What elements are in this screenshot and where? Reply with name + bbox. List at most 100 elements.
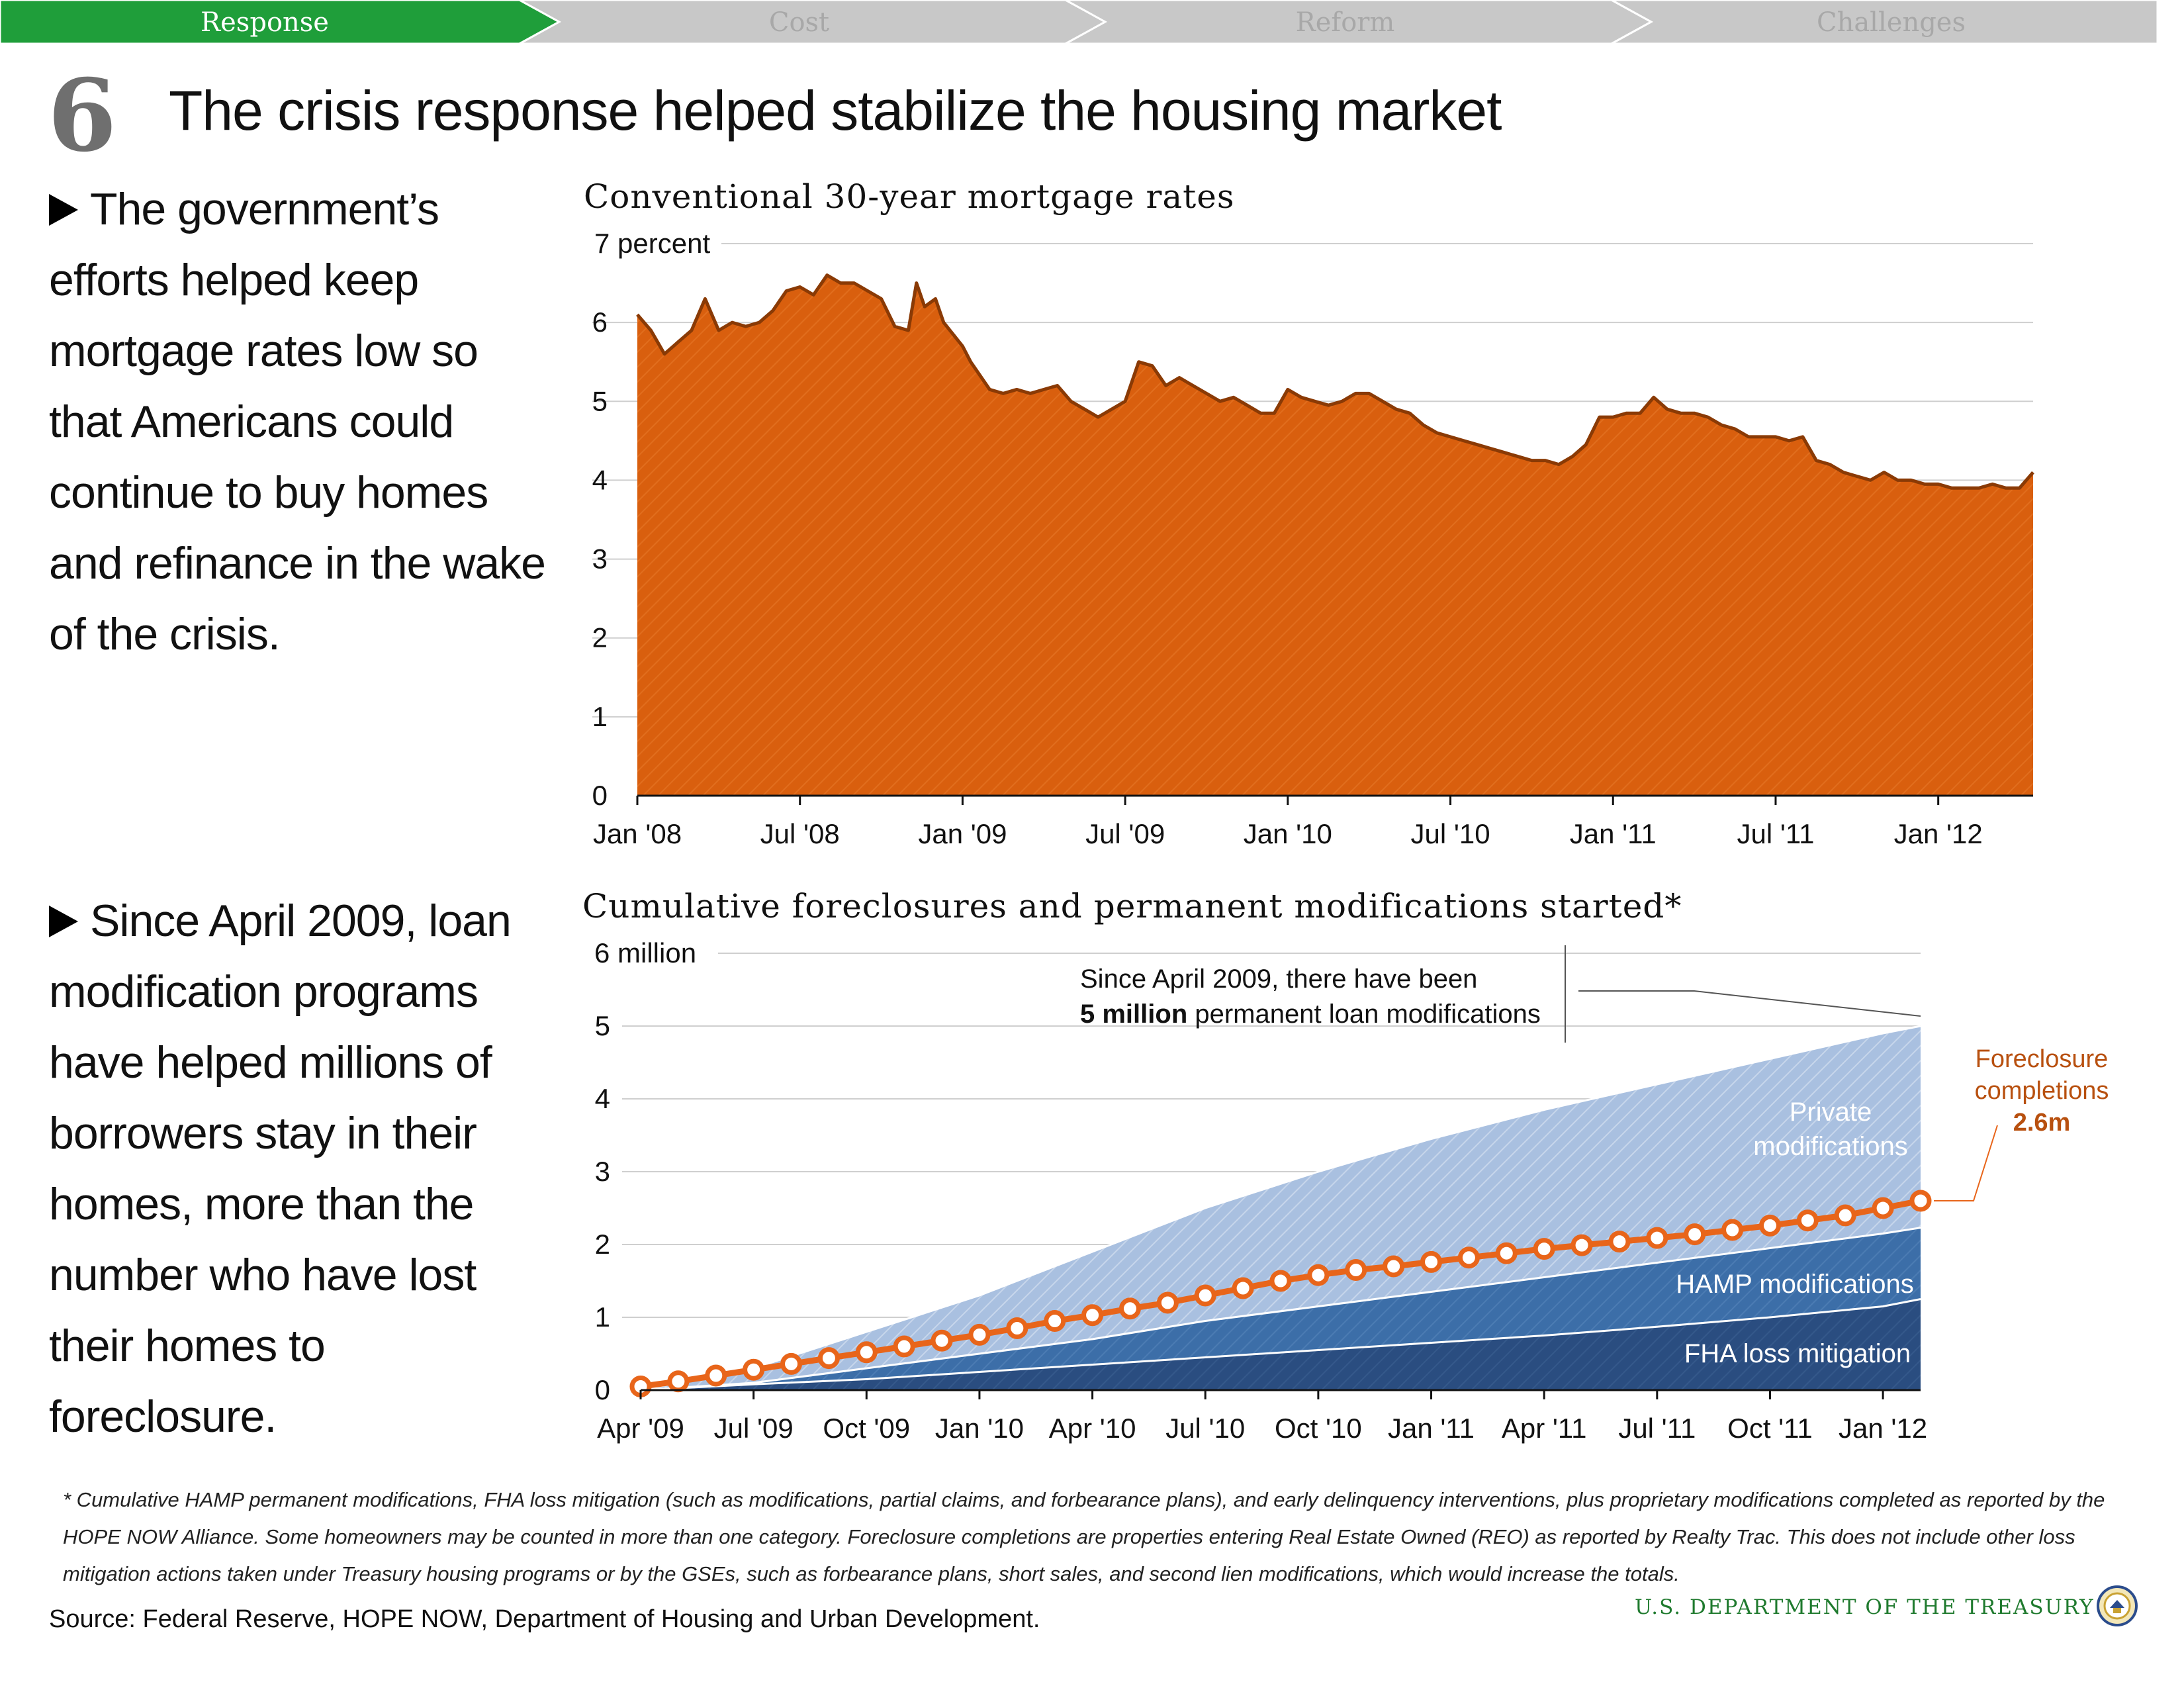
y-tick-label: 6 bbox=[592, 306, 608, 338]
foreclosure-point bbox=[893, 1335, 915, 1358]
foreclosure-leader-line bbox=[1934, 1125, 1998, 1201]
x-tick-label: Jan '11 bbox=[1570, 818, 1657, 849]
x-tick-label: Oct '11 bbox=[1727, 1413, 1813, 1444]
bullet-loan-modifications: Since April 2009, loan modification prog… bbox=[49, 886, 552, 1452]
foreclosure-point bbox=[705, 1364, 727, 1387]
hamp-modifications-area-edge bbox=[640, 1227, 1921, 1391]
foreclosure-point bbox=[1156, 1291, 1179, 1314]
y-tick-label: 3 bbox=[595, 1156, 610, 1187]
page-title: The crisis response helped stabilize the… bbox=[169, 79, 1502, 142]
foreclosure-point bbox=[1345, 1259, 1367, 1281]
callout-rest: permanent loan modifications bbox=[1187, 1000, 1541, 1029]
mortgage-chart-title: Conventional 30-year mortgage rates bbox=[584, 177, 1235, 216]
foreclosure-point bbox=[1721, 1219, 1744, 1241]
foreclosure-point bbox=[855, 1341, 878, 1364]
foreclosure-point bbox=[1081, 1304, 1104, 1327]
x-tick-label: Apr '09 bbox=[597, 1413, 684, 1444]
bullet-text-1: The government’s efforts helped keep mor… bbox=[49, 184, 546, 659]
foreclosure-label: completions bbox=[1975, 1077, 2109, 1105]
x-tick-label: Oct '09 bbox=[823, 1413, 910, 1444]
treasury-wordmark: U.S. DEPARTMENT OF THE TREASURY bbox=[1635, 1595, 2095, 1619]
mortgage-rate-line bbox=[636, 273, 2034, 490]
nav-tab-label: Response bbox=[201, 7, 329, 38]
y-tick-label: 1 bbox=[592, 701, 608, 732]
bullet-triangle-icon bbox=[49, 194, 78, 226]
foreclosure-point bbox=[1420, 1250, 1443, 1273]
bullet-mortgage-rates: The government’s efforts helped keep mor… bbox=[49, 174, 552, 670]
foreclosure-point bbox=[1834, 1204, 1856, 1227]
foreclosure-point bbox=[1570, 1234, 1593, 1256]
y-tick-label: 3 bbox=[592, 543, 608, 575]
y-tick-label: 6 million bbox=[594, 937, 696, 968]
x-tick-label: Oct '10 bbox=[1275, 1413, 1362, 1444]
x-tick-label: Jul '11 bbox=[1618, 1413, 1696, 1444]
foreclosure-point bbox=[780, 1352, 803, 1375]
y-tick-label: 5 bbox=[592, 385, 608, 416]
x-tick-label: Jul '08 bbox=[760, 818, 840, 849]
bullet-text-2: Since April 2009, loan modification prog… bbox=[49, 896, 512, 1442]
nav-tab-label: Reform bbox=[1296, 7, 1395, 38]
private-modifications-label: Private bbox=[1790, 1098, 1872, 1127]
x-tick-label: Jul '10 bbox=[1165, 1413, 1245, 1444]
foreclosure-point bbox=[1684, 1223, 1706, 1246]
x-tick-label: Apr '11 bbox=[1502, 1413, 1587, 1444]
y-tick-label: 1 bbox=[595, 1301, 610, 1333]
foreclosure-point bbox=[1232, 1277, 1254, 1299]
treasury-seal-icon bbox=[2097, 1585, 2138, 1626]
y-tick-label: 4 bbox=[592, 464, 608, 495]
foreclosure-point bbox=[1608, 1231, 1631, 1253]
foreclosure-point bbox=[1796, 1209, 1819, 1232]
y-tick-label: 4 bbox=[595, 1083, 610, 1114]
fha-loss-mitigation-label: FHA loss mitigation bbox=[1684, 1339, 1911, 1368]
hamp-modifications-area bbox=[641, 1227, 1921, 1390]
foreclosure-point bbox=[1269, 1270, 1292, 1292]
x-tick-label: Apr '10 bbox=[1049, 1413, 1136, 1444]
foreclosure-point bbox=[1758, 1214, 1781, 1237]
x-tick-label: Jan '10 bbox=[1244, 818, 1332, 849]
foreclosure-point bbox=[667, 1370, 690, 1393]
x-tick-label: Jan '12 bbox=[1839, 1413, 1927, 1444]
callout-bold: 5 million bbox=[1080, 1000, 1187, 1029]
foreclosure-point bbox=[1383, 1255, 1405, 1278]
slide-number: 6 bbox=[48, 58, 117, 174]
y-tick-label: 2 bbox=[595, 1229, 610, 1260]
foreclosure-point bbox=[1006, 1317, 1028, 1339]
mortgage-rate-area bbox=[637, 275, 2033, 796]
section-nav: Response Cost Reform Challenges bbox=[0, 0, 2159, 45]
foreclosure-chart-title: Cumulative foreclosures and permanent mo… bbox=[582, 887, 1682, 925]
y-tick-label: 0 bbox=[595, 1374, 610, 1405]
x-tick-label: Jan '11 bbox=[1388, 1413, 1475, 1444]
nav-tab-challenges bbox=[1611, 0, 2159, 45]
foreclosure-point bbox=[1118, 1297, 1141, 1320]
foreclosure-point bbox=[968, 1323, 991, 1346]
nav-tab-label: Challenges bbox=[1817, 7, 1966, 38]
fha-loss-mitigation-area-edge bbox=[640, 1298, 1921, 1391]
private-modifications-area bbox=[641, 1026, 1921, 1390]
y-tick-label: 0 bbox=[592, 780, 608, 811]
foreclosure-point bbox=[817, 1347, 840, 1370]
x-tick-label: Jul '09 bbox=[714, 1413, 794, 1444]
foreclosure-point bbox=[1044, 1310, 1066, 1332]
foreclosure-point bbox=[1457, 1246, 1480, 1269]
foreclosure-point bbox=[1872, 1197, 1894, 1219]
foreclosure-point bbox=[1646, 1227, 1668, 1249]
fha-loss-mitigation-area bbox=[641, 1299, 1921, 1390]
x-tick-label: Jul '10 bbox=[1410, 818, 1490, 849]
foreclosure-point bbox=[1909, 1190, 1932, 1212]
x-tick-label: Jul '11 bbox=[1737, 818, 1814, 849]
foreclosure-line bbox=[640, 1197, 1921, 1389]
foreclosure-label: Foreclosure bbox=[1976, 1045, 2109, 1073]
foreclosure-value: 2.6m bbox=[2013, 1109, 2071, 1137]
y-tick-label: 7 percent bbox=[594, 228, 710, 259]
callout-leader-line bbox=[1578, 990, 1921, 1017]
foreclosure-point bbox=[1307, 1264, 1330, 1286]
foreclosure-point bbox=[1194, 1284, 1216, 1307]
foreclosure-point bbox=[743, 1358, 765, 1381]
y-tick-label: 2 bbox=[592, 622, 608, 653]
foreclosure-point bbox=[1533, 1238, 1555, 1260]
private-modifications-label: modifications bbox=[1753, 1132, 1907, 1161]
nav-tab-label: Cost bbox=[769, 7, 829, 38]
callout-text: Since April 2009, there have been bbox=[1080, 964, 1477, 994]
source-note: Source: Federal Reserve, HOPE NOW, Depar… bbox=[49, 1605, 1040, 1633]
x-tick-label: Jan '08 bbox=[593, 818, 682, 849]
